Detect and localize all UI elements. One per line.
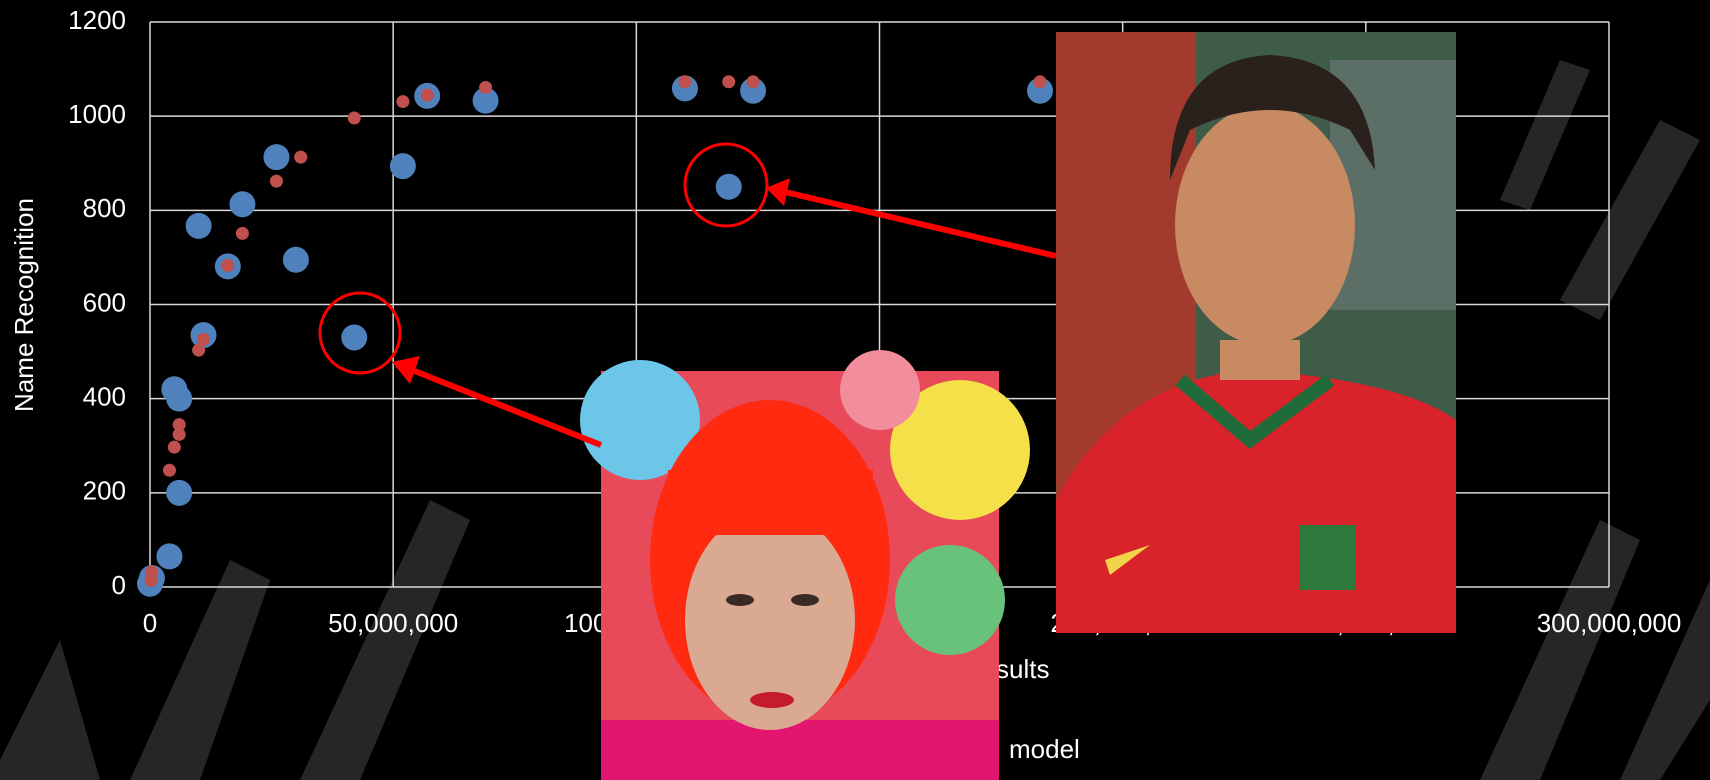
data-point <box>715 173 742 200</box>
data-point <box>235 226 249 240</box>
data-point <box>678 75 692 89</box>
y-tick-label: 1000 <box>68 99 126 129</box>
data-point <box>162 463 176 477</box>
data-point <box>396 95 410 109</box>
data-point <box>196 332 210 346</box>
legend-label: model <box>1009 734 1080 764</box>
portrait-photo <box>580 350 1030 780</box>
y-tick-label: 800 <box>83 193 126 223</box>
data-point <box>479 80 493 94</box>
x-tick-label: 0 <box>143 608 157 638</box>
y-tick-label: 400 <box>83 382 126 412</box>
data-point <box>269 174 283 188</box>
data-point <box>172 427 186 441</box>
plot-area <box>137 75 1053 597</box>
y-tick-label: 600 <box>83 287 126 317</box>
y-axis-label: Name Recognition <box>9 198 39 412</box>
data-point <box>472 87 499 114</box>
data-point <box>722 75 736 89</box>
x-axis-label: sults <box>996 654 1049 684</box>
data-point <box>341 324 368 351</box>
portrait-photo <box>1056 32 1456 633</box>
data-point <box>185 212 212 239</box>
data-point <box>282 246 309 273</box>
data-point <box>192 343 206 357</box>
y-tick-label: 200 <box>83 476 126 506</box>
data-point <box>156 543 183 570</box>
data-point <box>145 565 159 579</box>
y-tick-label: 1200 <box>68 5 126 35</box>
data-point <box>389 153 416 180</box>
data-point <box>172 418 186 432</box>
data-point <box>347 111 361 125</box>
data-point <box>740 77 767 104</box>
data-point <box>229 191 256 218</box>
data-point <box>1033 75 1047 89</box>
background-pattern <box>0 60 1710 780</box>
data-point <box>166 479 193 506</box>
x-tick-label: 50,000,000 <box>328 608 458 638</box>
data-point <box>1026 77 1053 104</box>
x-tick-label: 300,000,000 <box>1537 608 1682 638</box>
data-point <box>167 440 181 454</box>
data-point <box>263 144 290 171</box>
data-point <box>420 88 434 102</box>
data-point <box>294 150 308 164</box>
data-point <box>671 75 698 102</box>
data-point <box>166 385 193 412</box>
data-point <box>746 75 760 89</box>
annotations <box>318 142 1057 448</box>
data-point <box>221 258 235 272</box>
y-tick-label: 0 <box>112 570 126 600</box>
